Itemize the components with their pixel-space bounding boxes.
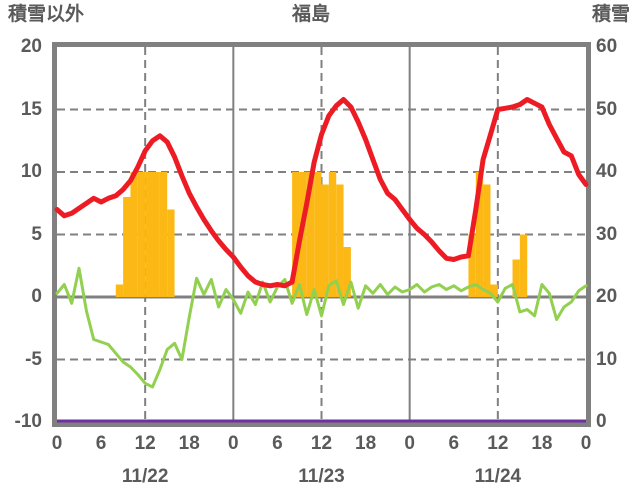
x-axis-hour-tick: 0 xyxy=(580,433,592,454)
sunshine-bar xyxy=(130,172,138,297)
sunshine-bar xyxy=(159,172,168,297)
x-axis-hour-tick: 18 xyxy=(178,433,200,454)
left-axis-tick: -10 xyxy=(14,411,42,432)
x-axis-hour-tick: 0 xyxy=(51,433,63,454)
x-axis-hour-tick: 18 xyxy=(355,433,377,454)
x-axis-hour-tick: 12 xyxy=(310,433,333,454)
x-axis-date-label: 11/24 xyxy=(474,466,522,487)
green-line xyxy=(55,266,588,389)
red-line xyxy=(54,97,589,289)
sunshine-bar xyxy=(490,284,498,297)
plot-border xyxy=(52,42,591,427)
x-axis-hour-tick: 18 xyxy=(531,433,553,454)
sunshine-bar xyxy=(328,172,337,297)
sunshine-bar xyxy=(519,234,528,297)
right-axis-tick: 60 xyxy=(596,36,618,57)
x-axis-date-label: 11/22 xyxy=(121,466,169,487)
x-axis-hour-tick: 6 xyxy=(272,433,283,454)
left-axis-tick: 20 xyxy=(20,36,42,57)
sunshine-bar xyxy=(152,172,160,297)
x-axis-hour-tick: 0 xyxy=(228,433,239,454)
right-axis-tick: 30 xyxy=(596,223,618,245)
x-axis-hour-tick: 0 xyxy=(404,433,415,454)
sunshine-bar xyxy=(336,184,344,297)
x-axis-hour-tick: 12 xyxy=(487,433,509,454)
x-axis-hour-tick: 12 xyxy=(134,433,156,454)
sunshine-bar xyxy=(321,184,329,297)
right-axis-tick: 10 xyxy=(596,348,618,370)
right-axis-tick: 20 xyxy=(596,286,618,307)
sunshine-bar xyxy=(483,184,491,297)
chart-title: 福島 xyxy=(291,4,331,25)
sunshine-bar xyxy=(475,172,484,297)
sunshine-bar xyxy=(512,259,520,297)
x-axis-date-label: 11/23 xyxy=(298,466,345,487)
left-axis-tick: -5 xyxy=(25,348,42,370)
x-axis-hour-tick: 6 xyxy=(95,433,107,454)
right-axis-tick: 0 xyxy=(596,411,607,432)
sunshine-bar xyxy=(314,172,322,297)
sunshine-bar xyxy=(292,172,300,297)
right-axis-tick: 40 xyxy=(596,161,618,182)
sunshine-bar xyxy=(145,172,153,297)
right-axis-tick: 50 xyxy=(596,98,618,120)
sunshine-bar xyxy=(468,234,476,297)
sunshine-bar xyxy=(343,247,351,297)
sunshine-bar xyxy=(123,197,131,297)
left-axis-tick: 15 xyxy=(20,98,42,120)
right-axis-title: 積雪 xyxy=(591,4,630,25)
left-axis-tick: 5 xyxy=(31,223,42,245)
left-axis-tick: 10 xyxy=(20,161,42,182)
sunshine-bar xyxy=(137,172,146,297)
sunshine-bar xyxy=(167,209,175,297)
left-axis-tick: 0 xyxy=(31,286,42,307)
left-axis-title: 積雪以外 xyxy=(8,4,85,25)
sunshine-bar xyxy=(115,284,124,297)
sunshine-bar xyxy=(306,172,315,297)
x-axis-hour-tick: 6 xyxy=(448,433,460,454)
